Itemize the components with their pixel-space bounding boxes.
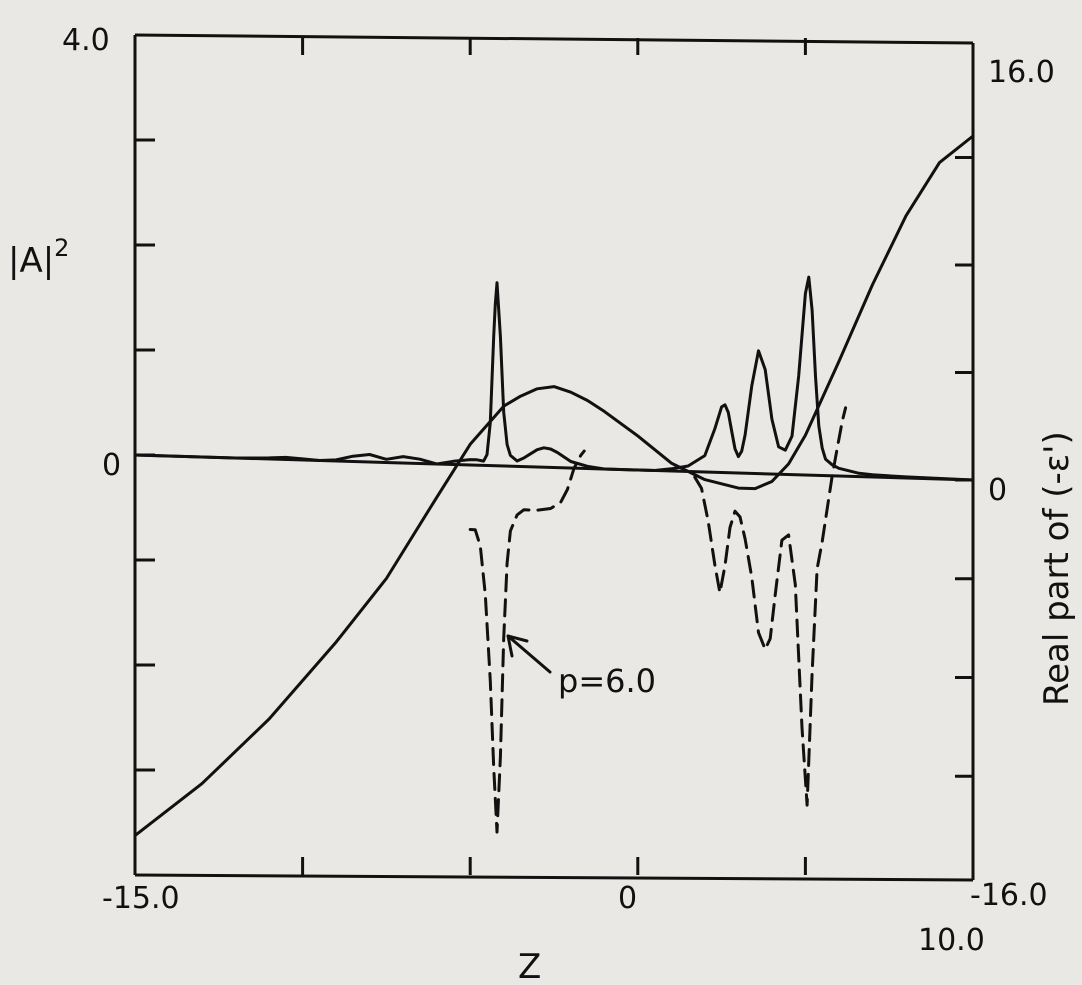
x-tick-label-left: -15.0 <box>102 881 180 916</box>
y-left-axis-title-base: |A| <box>8 241 54 281</box>
bottom-axis-line <box>134 873 974 882</box>
annotation-arrow <box>506 634 552 674</box>
top-axis-line <box>134 33 974 45</box>
series-line-amplitude <box>133 275 975 482</box>
y-right-tick-label-bottom: -16.0 <box>970 878 1048 913</box>
x-tick-label-center: 0 <box>618 881 637 916</box>
series-line-dashed <box>693 406 848 807</box>
annotation-label: p=6.0 <box>558 662 656 700</box>
y-right-tick-label-top: 16.0 <box>988 55 1055 90</box>
x-tick-label-right: 10.0 <box>918 923 985 958</box>
y-right-axis-title: Real part of (-ε') <box>1037 431 1077 706</box>
axis-ticks <box>135 38 973 875</box>
y-left-tick-label-top: 4.0 <box>62 23 110 58</box>
y-left-tick-label-zero: 0 <box>102 448 121 483</box>
y-left-axis-title: |A|2 <box>8 234 69 281</box>
x-axis-title: Z <box>518 947 541 985</box>
series-line-dashed <box>468 449 586 834</box>
series-line-eps <box>133 134 975 838</box>
y-right-tick-label-zero: 0 <box>988 473 1007 508</box>
series-layer <box>133 134 975 838</box>
y-left-axis-title-superscript: 2 <box>54 234 69 262</box>
